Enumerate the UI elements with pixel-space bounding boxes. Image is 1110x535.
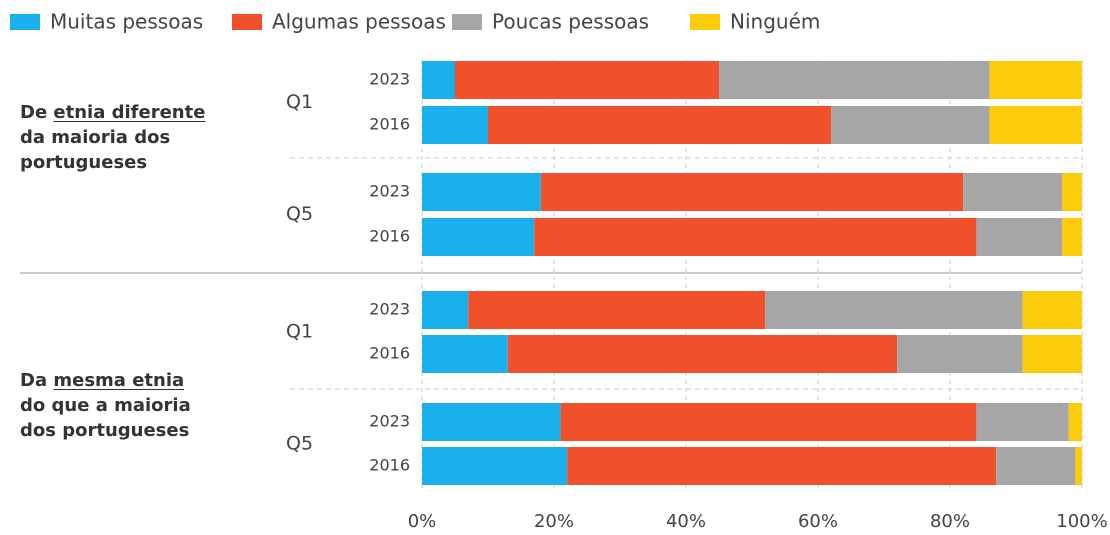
group-label-underlined: etnia diferente <box>53 102 206 123</box>
legend-swatch <box>690 14 720 30</box>
subgroup-label: Q1 <box>286 321 313 343</box>
subgroup-label: Q5 <box>286 203 313 225</box>
group-label-start: De <box>20 102 54 123</box>
group-label-end: da maioria dos portugueses <box>20 127 171 173</box>
legend-label: Algumas pessoas <box>272 10 446 34</box>
y-tick-label: 2023 <box>369 182 410 201</box>
bar-segment <box>765 291 1023 329</box>
bar-segment <box>963 173 1063 211</box>
bar-segment <box>488 106 832 144</box>
x-tick-label: 100% <box>1056 511 1107 532</box>
y-tick-label: 2023 <box>369 412 410 431</box>
y-tick-label: 2016 <box>369 456 410 475</box>
bar-segment <box>1022 335 1082 373</box>
legend-swatch <box>10 14 40 30</box>
x-tick-label: 60% <box>798 511 838 532</box>
subgroup-label: Q1 <box>286 91 313 113</box>
bar-segment <box>897 335 1023 373</box>
bar-segment <box>1022 291 1082 329</box>
y-tick-label: 2023 <box>369 300 410 319</box>
bar-segment <box>422 173 541 211</box>
bar-segment <box>1075 447 1082 485</box>
bar-segment <box>996 447 1076 485</box>
bar-segment <box>422 218 535 256</box>
subgroup-label: Q5 <box>286 433 313 455</box>
bar-segment <box>422 106 488 144</box>
bar-segment <box>422 403 561 441</box>
bar-segment <box>567 447 997 485</box>
bar-segment <box>989 61 1082 99</box>
group-label-underlined: mesma etnia <box>53 370 185 391</box>
bar-segment <box>976 403 1069 441</box>
bar-segment <box>422 291 469 329</box>
x-tick-label: 80% <box>930 511 970 532</box>
bar-segment <box>719 61 990 99</box>
legend-label: Poucas pessoas <box>492 10 649 34</box>
bar-segment <box>422 447 568 485</box>
bar-segment <box>1068 403 1082 441</box>
bar-segment <box>422 335 508 373</box>
legend-label: Ninguém <box>730 10 820 34</box>
group-label-end: do que a maioria dos portugueses <box>20 395 191 441</box>
group-label: De etnia diferente da maioria dos portugu… <box>20 100 260 175</box>
group-label-start: Da <box>20 370 54 391</box>
legend-label: Muitas pessoas <box>50 10 203 34</box>
bar-segment <box>1062 173 1082 211</box>
bar-segment <box>534 218 977 256</box>
bar-segment <box>560 403 977 441</box>
bar-segment <box>831 106 990 144</box>
group-label: Da mesma etnia do que a maioria dos portu… <box>20 368 220 443</box>
bar-segment <box>507 335 898 373</box>
bar-segment <box>455 61 719 99</box>
y-tick-label: 2016 <box>369 227 410 246</box>
y-tick-label: 2016 <box>369 344 410 363</box>
legend-swatch <box>232 14 262 30</box>
bar-segment <box>468 291 766 329</box>
bar-segment <box>976 218 1063 256</box>
bar-segment <box>422 61 455 99</box>
y-tick-label: 2016 <box>369 115 410 134</box>
bar-segment <box>1062 218 1082 256</box>
x-tick-label: 20% <box>534 511 574 532</box>
y-tick-label: 2023 <box>369 70 410 89</box>
bar-segment <box>989 106 1082 144</box>
x-tick-label: 40% <box>666 511 706 532</box>
legend-swatch <box>452 14 482 30</box>
x-tick-label: 0% <box>408 511 437 532</box>
bar-segment <box>540 173 964 211</box>
